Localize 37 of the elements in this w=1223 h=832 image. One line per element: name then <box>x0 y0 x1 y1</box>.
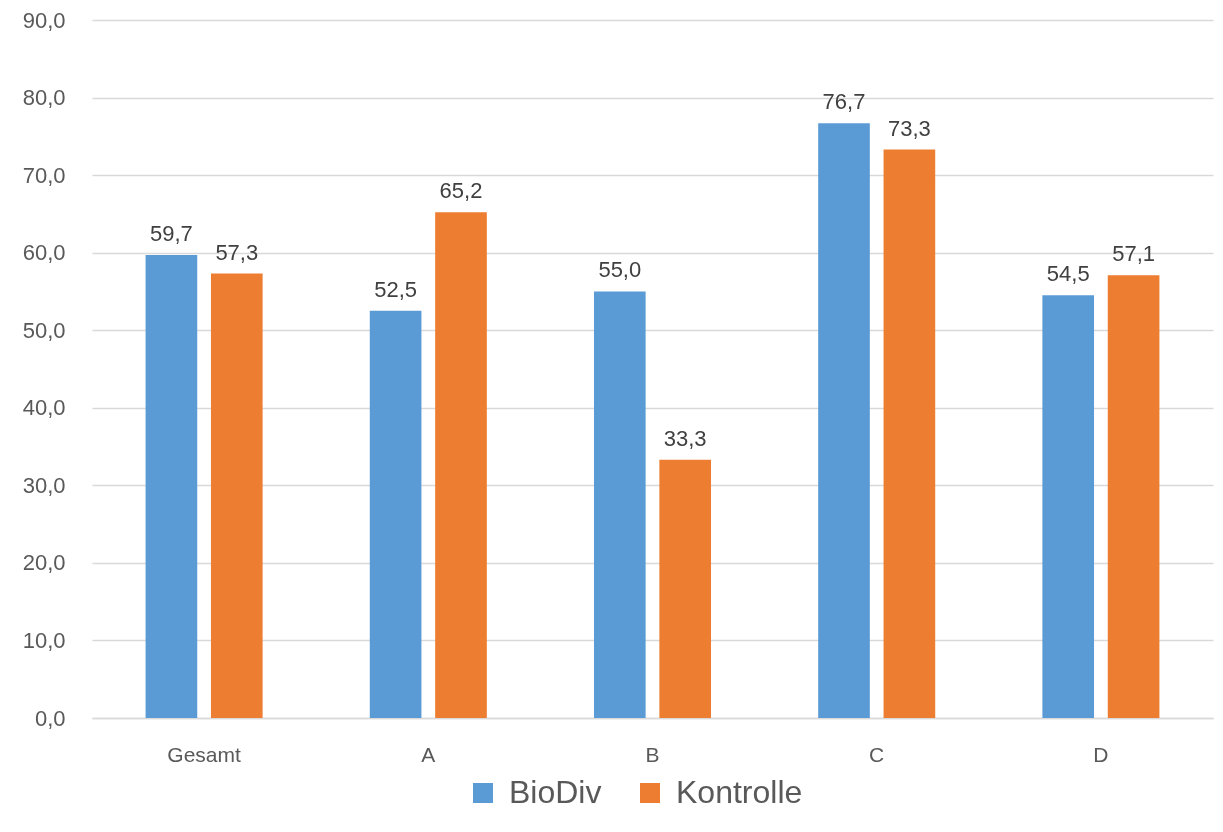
data-label: 57,3 <box>215 239 259 265</box>
x-tick-label: D <box>1093 742 1109 766</box>
y-tick-label: 30,0 <box>22 472 66 498</box>
y-tick-label: 0,0 <box>34 705 66 731</box>
x-tick-label: A <box>421 742 436 766</box>
legend-label: BioDiv <box>509 774 602 810</box>
bar <box>435 212 487 718</box>
data-label: 76,7 <box>822 89 866 115</box>
legend-label: Kontrolle <box>676 774 803 810</box>
bar <box>593 291 646 718</box>
y-tick-label: 60,0 <box>22 240 66 266</box>
data-label: 33,3 <box>663 425 707 451</box>
y-tick-label: 80,0 <box>22 85 66 111</box>
y-tick-label: 20,0 <box>22 550 66 576</box>
bar <box>210 273 263 718</box>
bar <box>883 149 936 718</box>
data-label: 65,2 <box>439 178 483 204</box>
y-tick-label: 50,0 <box>22 317 66 343</box>
bar <box>369 310 422 718</box>
y-tick-label: 40,0 <box>22 395 66 421</box>
x-tick-label: Gesamt <box>167 742 242 766</box>
data-label: 73,3 <box>887 115 931 141</box>
y-tick-label: 70,0 <box>22 162 66 188</box>
bar <box>1107 275 1160 718</box>
data-label: 55,0 <box>598 257 642 283</box>
y-tick-label: 90,0 <box>22 7 66 33</box>
data-label: 57,1 <box>1112 241 1155 267</box>
x-tick-label: B <box>645 742 660 766</box>
bar <box>659 459 712 718</box>
data-label: 52,5 <box>374 276 418 302</box>
bar <box>818 123 870 718</box>
data-label: 59,7 <box>150 220 193 246</box>
bar <box>1042 295 1095 718</box>
data-label: 54,5 <box>1046 261 1090 287</box>
y-tick-label: 10,0 <box>22 627 66 653</box>
bar <box>145 254 198 718</box>
x-tick-label: C <box>869 742 885 766</box>
